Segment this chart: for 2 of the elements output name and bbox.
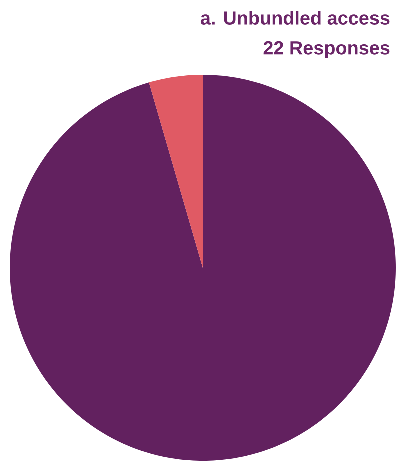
chart-subtitle: 22 Responses <box>264 41 390 59</box>
chart-title: a. Unbundled access <box>200 11 390 25</box>
